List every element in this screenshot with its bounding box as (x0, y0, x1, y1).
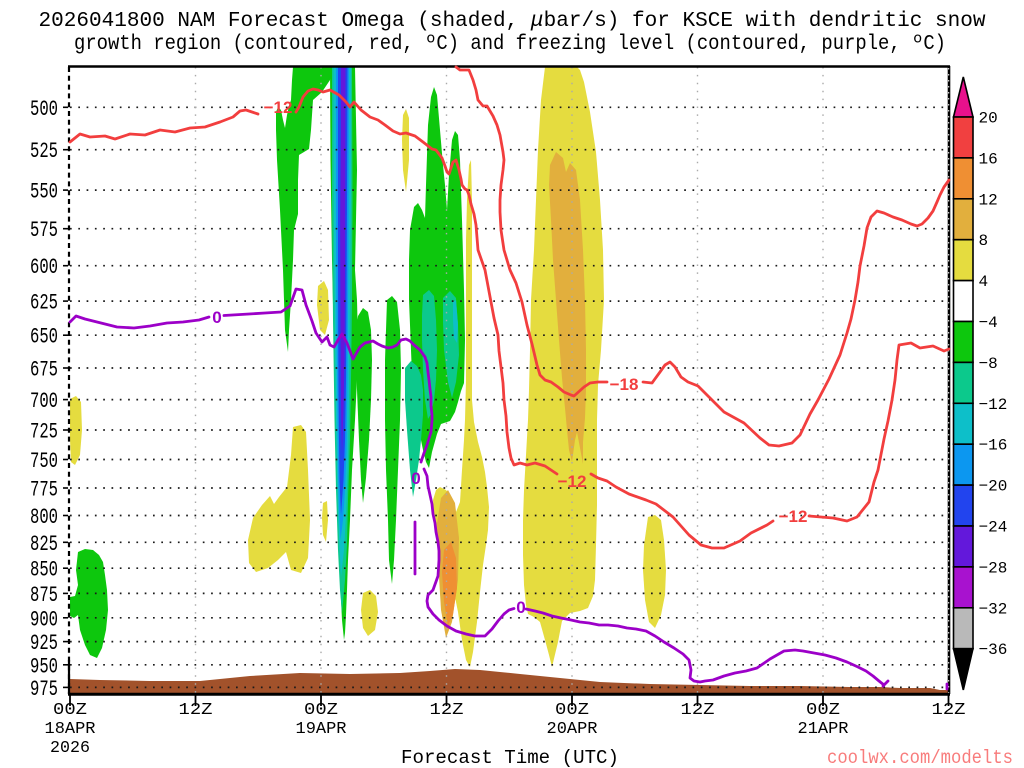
svg-text:850: 850 (30, 558, 58, 583)
svg-text:550: 550 (30, 180, 58, 205)
svg-text:4: 4 (979, 273, 989, 291)
svg-text:00Z: 00Z (304, 701, 338, 720)
svg-text:18APR: 18APR (45, 720, 96, 739)
svg-text:−4: −4 (979, 314, 998, 332)
svg-text:20: 20 (979, 110, 998, 128)
svg-text:600: 600 (30, 255, 58, 280)
svg-text:−12: −12 (979, 396, 1008, 414)
svg-text:−18: −18 (610, 375, 639, 394)
svg-text:0: 0 (411, 469, 420, 488)
svg-text:20APR: 20APR (547, 720, 598, 739)
svg-text:16: 16 (979, 150, 998, 168)
svg-text:0: 0 (212, 308, 221, 327)
svg-text:00Z: 00Z (53, 701, 87, 720)
svg-text:650: 650 (30, 325, 58, 350)
svg-text:12Z: 12Z (932, 701, 966, 720)
svg-text:575: 575 (30, 218, 58, 243)
svg-text:−20: −20 (979, 478, 1008, 496)
svg-text:675: 675 (30, 358, 58, 383)
svg-text:−36: −36 (979, 641, 1008, 659)
svg-text:525: 525 (30, 139, 58, 164)
svg-text:750: 750 (30, 449, 58, 474)
svg-text:950: 950 (30, 654, 58, 679)
svg-text:−24: −24 (979, 519, 1008, 537)
svg-text:19APR: 19APR (296, 720, 347, 739)
svg-text:700: 700 (30, 389, 58, 414)
svg-text:800: 800 (30, 505, 58, 530)
svg-text:12Z: 12Z (430, 701, 464, 720)
svg-text:625: 625 (30, 291, 58, 316)
svg-text:coolwx.com/modelts: coolwx.com/modelts (827, 747, 1013, 768)
svg-text:725: 725 (30, 420, 58, 445)
svg-text:−12: −12 (264, 98, 293, 117)
svg-text:−16: −16 (979, 437, 1008, 455)
svg-text:00Z: 00Z (555, 701, 589, 720)
svg-text:925: 925 (30, 631, 58, 656)
svg-text:2026041800 NAM Forecast Omega: 2026041800 NAM Forecast Omega (shaded, μ… (39, 10, 986, 33)
svg-text:0: 0 (516, 598, 525, 617)
svg-text:2026: 2026 (50, 739, 90, 758)
svg-text:900: 900 (30, 607, 58, 632)
svg-text:875: 875 (30, 583, 58, 608)
svg-text:−12: −12 (558, 472, 587, 491)
svg-text:825: 825 (30, 532, 58, 557)
svg-text:975: 975 (30, 677, 58, 702)
svg-text:−28: −28 (979, 559, 1008, 577)
svg-text:12Z: 12Z (681, 701, 715, 720)
svg-text:00Z: 00Z (806, 701, 840, 720)
svg-text:−8: −8 (979, 355, 998, 373)
svg-text:12: 12 (979, 191, 998, 209)
svg-text:775: 775 (30, 478, 58, 503)
svg-text:500: 500 (30, 97, 58, 122)
svg-text:Forecast Time (UTC): Forecast Time (UTC) (401, 747, 619, 768)
svg-text:21APR: 21APR (798, 720, 849, 739)
svg-text:growth region (contoured, red,: growth region (contoured, red, ºC) and f… (74, 33, 946, 56)
svg-text:−32: −32 (979, 600, 1008, 618)
svg-text:−12: −12 (779, 507, 808, 526)
svg-text:8: 8 (979, 232, 989, 250)
svg-text:12Z: 12Z (179, 701, 213, 720)
